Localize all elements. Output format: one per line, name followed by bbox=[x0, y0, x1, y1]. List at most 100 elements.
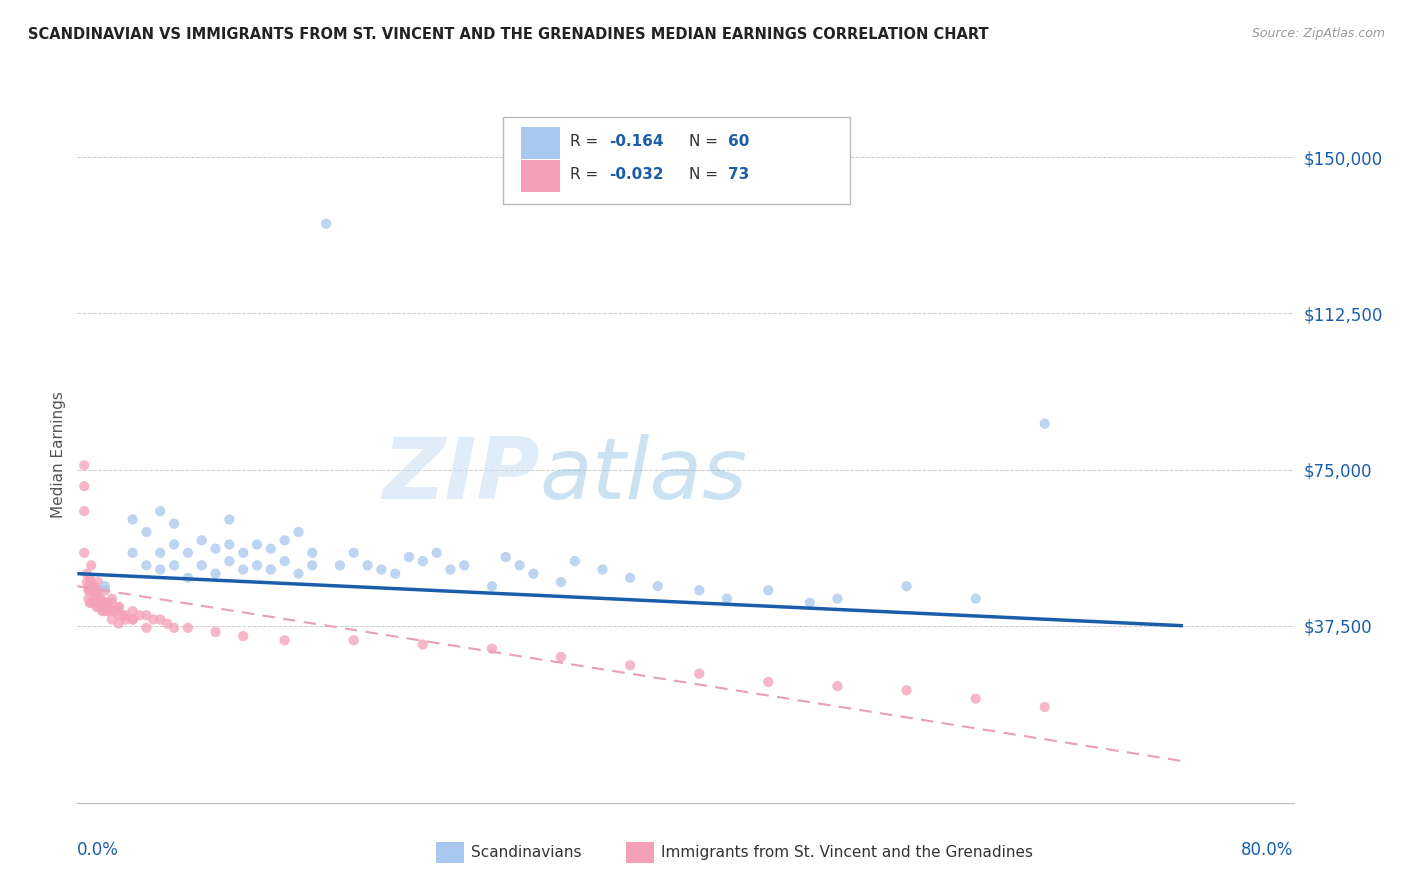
Point bbox=[246, 558, 269, 573]
Point bbox=[481, 579, 503, 593]
Point bbox=[619, 571, 641, 585]
Point bbox=[107, 599, 129, 614]
Point bbox=[128, 608, 150, 623]
Point bbox=[1033, 700, 1056, 714]
Point bbox=[716, 591, 738, 606]
Point bbox=[121, 546, 143, 560]
Point bbox=[343, 633, 366, 648]
Point bbox=[101, 604, 124, 618]
Point bbox=[1033, 417, 1056, 431]
Point bbox=[190, 533, 212, 548]
Point bbox=[73, 504, 96, 518]
Point bbox=[412, 554, 434, 568]
Point bbox=[76, 574, 98, 589]
Point bbox=[204, 541, 226, 556]
Point bbox=[965, 691, 987, 706]
Point bbox=[76, 566, 98, 581]
Point bbox=[550, 574, 572, 589]
Text: N =: N = bbox=[689, 167, 723, 182]
Point bbox=[149, 546, 172, 560]
Point bbox=[218, 512, 240, 526]
Point bbox=[190, 558, 212, 573]
Point bbox=[121, 612, 143, 626]
Point bbox=[121, 612, 143, 626]
Text: ZIP: ZIP bbox=[382, 434, 540, 517]
Text: Source: ZipAtlas.com: Source: ZipAtlas.com bbox=[1251, 27, 1385, 40]
Point bbox=[218, 537, 240, 551]
Text: R =: R = bbox=[569, 167, 603, 182]
Point bbox=[83, 579, 105, 593]
Text: 0.0%: 0.0% bbox=[77, 841, 120, 859]
Point bbox=[107, 608, 129, 623]
Point bbox=[135, 558, 157, 573]
Text: Scandinavians: Scandinavians bbox=[471, 846, 582, 860]
Point bbox=[135, 608, 157, 623]
Y-axis label: Median Earnings: Median Earnings bbox=[51, 392, 66, 518]
FancyBboxPatch shape bbox=[522, 127, 560, 159]
Point bbox=[896, 683, 918, 698]
Point bbox=[564, 554, 586, 568]
Point bbox=[398, 549, 420, 564]
Point bbox=[107, 616, 129, 631]
Point bbox=[647, 579, 669, 593]
Point bbox=[97, 604, 120, 618]
Point bbox=[73, 458, 96, 473]
Point bbox=[86, 599, 108, 614]
Point bbox=[77, 591, 100, 606]
Point bbox=[592, 562, 614, 576]
Point bbox=[149, 612, 172, 626]
Text: 80.0%: 80.0% bbox=[1241, 841, 1294, 859]
Text: SCANDINAVIAN VS IMMIGRANTS FROM ST. VINCENT AND THE GRENADINES MEDIAN EARNINGS C: SCANDINAVIAN VS IMMIGRANTS FROM ST. VINC… bbox=[28, 27, 988, 42]
Point bbox=[827, 679, 849, 693]
Point bbox=[77, 579, 100, 593]
Point bbox=[287, 566, 309, 581]
Point bbox=[107, 599, 129, 614]
Point bbox=[80, 574, 103, 589]
Point bbox=[177, 621, 200, 635]
Point bbox=[90, 591, 112, 606]
Point bbox=[73, 479, 96, 493]
Point bbox=[799, 596, 821, 610]
Point bbox=[91, 596, 114, 610]
Point bbox=[101, 596, 124, 610]
Point bbox=[301, 558, 323, 573]
Text: -0.032: -0.032 bbox=[609, 167, 664, 182]
Point bbox=[550, 650, 572, 665]
Point bbox=[218, 554, 240, 568]
Point bbox=[356, 558, 378, 573]
Point bbox=[232, 546, 254, 560]
Point bbox=[86, 587, 108, 601]
Point bbox=[91, 604, 114, 618]
Text: atlas: atlas bbox=[540, 434, 748, 517]
Point bbox=[101, 612, 124, 626]
Point bbox=[688, 666, 710, 681]
Point bbox=[204, 625, 226, 640]
Point bbox=[163, 537, 186, 551]
Point bbox=[84, 583, 107, 598]
Point bbox=[111, 608, 134, 623]
Point bbox=[87, 596, 110, 610]
Point bbox=[94, 596, 117, 610]
FancyBboxPatch shape bbox=[522, 160, 560, 192]
Text: R =: R = bbox=[569, 134, 603, 149]
Point bbox=[619, 658, 641, 673]
Point bbox=[343, 546, 366, 560]
Point bbox=[315, 217, 337, 231]
Point bbox=[79, 596, 101, 610]
Point bbox=[232, 629, 254, 643]
Point bbox=[156, 616, 179, 631]
Point bbox=[232, 562, 254, 576]
Point bbox=[135, 621, 157, 635]
Point bbox=[163, 621, 186, 635]
Point bbox=[522, 566, 544, 581]
Point bbox=[426, 546, 449, 560]
Point bbox=[439, 562, 461, 576]
Point bbox=[246, 537, 269, 551]
Point bbox=[80, 596, 103, 610]
Text: 60: 60 bbox=[728, 134, 749, 149]
Text: Immigrants from St. Vincent and the Grenadines: Immigrants from St. Vincent and the Gren… bbox=[661, 846, 1033, 860]
Point bbox=[756, 583, 779, 598]
Point bbox=[149, 562, 172, 576]
Point bbox=[370, 562, 392, 576]
Point bbox=[163, 558, 186, 573]
